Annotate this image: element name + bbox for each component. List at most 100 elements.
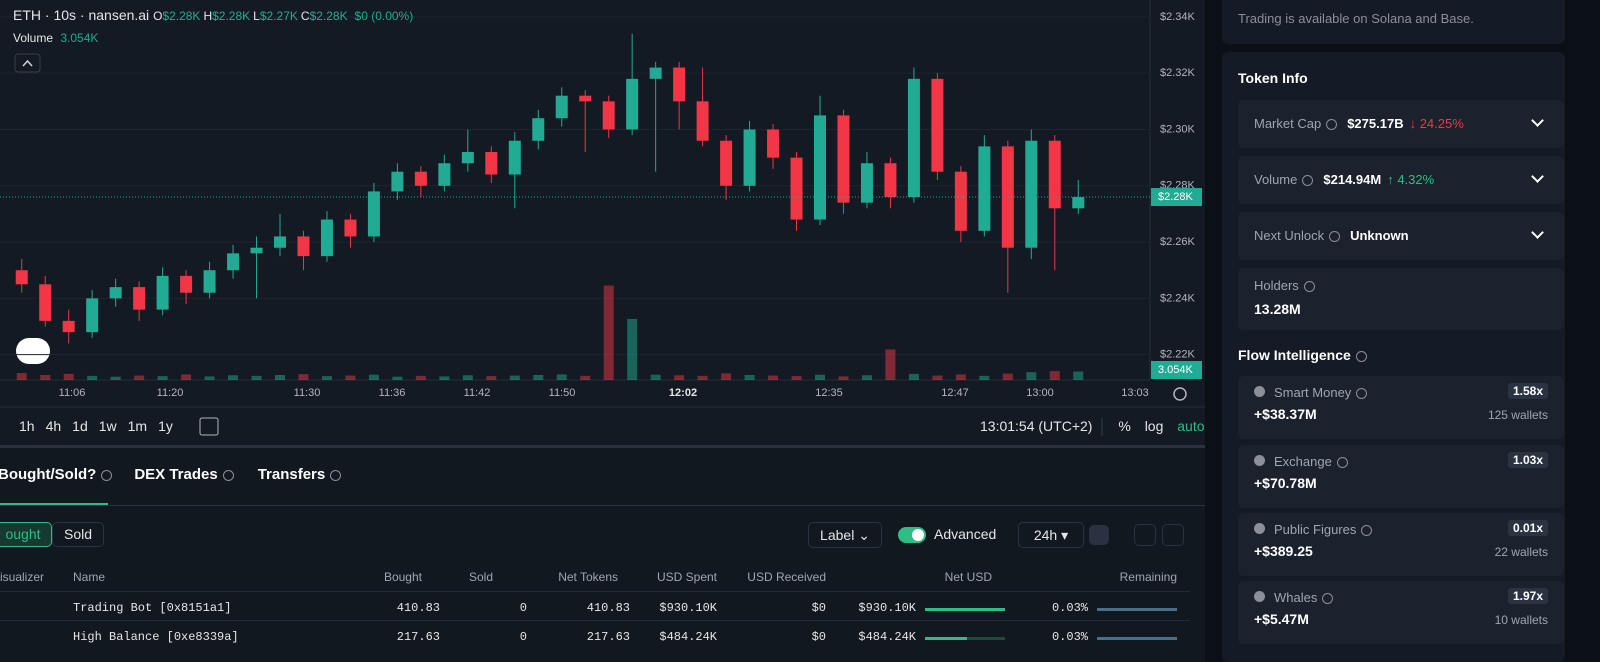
card-change: ↑ 4.32% [1387, 172, 1435, 187]
range-dropdown[interactable]: 24h ▾ [1018, 522, 1084, 548]
collapse-button[interactable] [14, 53, 41, 73]
sold-filter[interactable]: Sold [52, 522, 104, 547]
range-text: 24h [1033, 527, 1058, 543]
volume-bar [603, 285, 614, 380]
expand-button[interactable] [1162, 524, 1184, 546]
auto-toggle[interactable]: auto [1177, 418, 1205, 434]
x-tick-label: 12:47 [941, 387, 969, 399]
flow-name: Exchange [1274, 454, 1332, 469]
flow-ratio: 1.58x [1507, 383, 1548, 399]
column-header[interactable]: USD Received [747, 570, 826, 584]
candle-body [1048, 140, 1061, 209]
flow-value: +$38.37M [1254, 406, 1317, 422]
column-header[interactable]: Remaining [1119, 570, 1177, 584]
info-icon [1322, 593, 1334, 605]
flow-icon [1254, 591, 1265, 602]
volume-bar [228, 375, 239, 380]
percent-toggle[interactable]: % [1118, 418, 1131, 434]
token-card: Volume $214.94M ↑ 4.32% [1238, 156, 1564, 204]
card-label: Market Cap [1254, 116, 1322, 131]
candle-body [790, 157, 803, 220]
flow-value: +$70.78M [1254, 475, 1317, 491]
notice-card: Trading is available on Solana and Base. [1222, 0, 1565, 44]
label-dropdown[interactable]: Label ⌄ [808, 522, 882, 548]
column-header[interactable]: Net USD [944, 570, 992, 584]
volume-bar [768, 375, 779, 380]
remaining-bar [1097, 608, 1177, 611]
tab[interactable]: DEX Trades [134, 466, 234, 483]
token-card: Market Cap $275.17B ↓ 24.25% [1238, 100, 1564, 148]
x-tick-label: 13:03 [1121, 387, 1149, 399]
ohlc-key: L [253, 9, 260, 23]
info-icon [1336, 457, 1348, 469]
expand-chevron[interactable] [1531, 114, 1544, 127]
tab[interactable]: Bought/Sold? [0, 466, 113, 483]
cell: 410.83 [396, 601, 440, 615]
column-header[interactable]: USD Spent [656, 570, 717, 584]
tab-label: Transfers [257, 466, 326, 483]
candle-body [907, 78, 920, 198]
info-icon [1329, 231, 1341, 243]
interval-button[interactable]: 1m [127, 418, 148, 434]
candle-body [438, 163, 451, 186]
volume-value: 3.054K [60, 31, 99, 45]
volume-bar [955, 374, 966, 380]
candle-body [931, 78, 944, 172]
column-header[interactable]: Net Tokens [558, 570, 618, 584]
flow-title-text: Flow Intelligence [1238, 347, 1351, 363]
flow-icon [1254, 386, 1265, 397]
wallet-name[interactable]: Trading Bot [0x8151a1] [73, 601, 232, 615]
y-tick-label: $2.24K [1160, 292, 1196, 304]
wallet-name[interactable]: High Balance [0xe8339a] [73, 630, 239, 644]
notice: Trading is available on Solana and Base. [1238, 11, 1474, 26]
flow-icon [1254, 455, 1265, 466]
star-button[interactable] [1134, 524, 1156, 546]
calendar-button[interactable] [1089, 525, 1109, 545]
calendar-icon[interactable] [199, 417, 219, 436]
clock: 13:01:54 (UTC+2) [980, 418, 1093, 434]
candle-body [884, 163, 897, 198]
expand-chevron[interactable] [1531, 170, 1544, 183]
log-toggle[interactable]: log [1144, 418, 1164, 434]
cell: $930.10K [858, 601, 916, 615]
interval-button[interactable]: 1d [72, 418, 88, 434]
change: $0 (0.00%) [354, 9, 414, 23]
token-info-title: Token Info [1238, 70, 1308, 86]
volume-bar [580, 375, 591, 380]
settings-icon[interactable] [1173, 387, 1187, 401]
bought-filter[interactable]: ought [0, 522, 52, 547]
flow-name: Public Figures [1274, 522, 1357, 537]
x-tick-label: 11:42 [464, 387, 491, 399]
candle-body [649, 67, 662, 79]
tab[interactable]: Transfers [258, 466, 342, 483]
candle-body [391, 171, 404, 192]
volume-bar [908, 373, 919, 380]
ohlc: O$2.28K H$2.28K L$2.27K C$2.28K [153, 9, 351, 23]
interval-button[interactable]: 1h [19, 418, 35, 434]
volume-bar [1002, 373, 1013, 380]
y-tick-label: $2.22K [1160, 349, 1196, 361]
chart-panel: $2.34K $2.32K $2.30K $2.28K $2.26K $2.24K $2.2… [0, 0, 1205, 644]
info-icon [101, 469, 113, 481]
cell: 0 [519, 601, 527, 615]
volume-bar [415, 375, 426, 380]
cell: $484.24K [858, 630, 916, 644]
tab-label: DEX Trades [134, 466, 218, 483]
volume-bar [885, 349, 896, 380]
resize-bar[interactable] [0, 445, 1205, 448]
interval-button[interactable]: 1y [158, 418, 173, 434]
candle-body [367, 191, 380, 237]
candle-body [1072, 197, 1085, 209]
expand-chevron[interactable] [1531, 226, 1544, 239]
column-header[interactable]: Sold [468, 570, 493, 584]
candle-body [743, 129, 756, 186]
interval-button[interactable]: 1w [98, 418, 117, 434]
interval-button[interactable]: 4h [45, 418, 62, 434]
advanced-toggle[interactable] [898, 527, 926, 543]
info-icon [330, 469, 342, 481]
candle-body [109, 287, 122, 299]
volume-bar [134, 375, 145, 380]
volume-tag-label: 3.054K [1158, 364, 1194, 376]
column-header[interactable]: Bought [383, 570, 422, 584]
